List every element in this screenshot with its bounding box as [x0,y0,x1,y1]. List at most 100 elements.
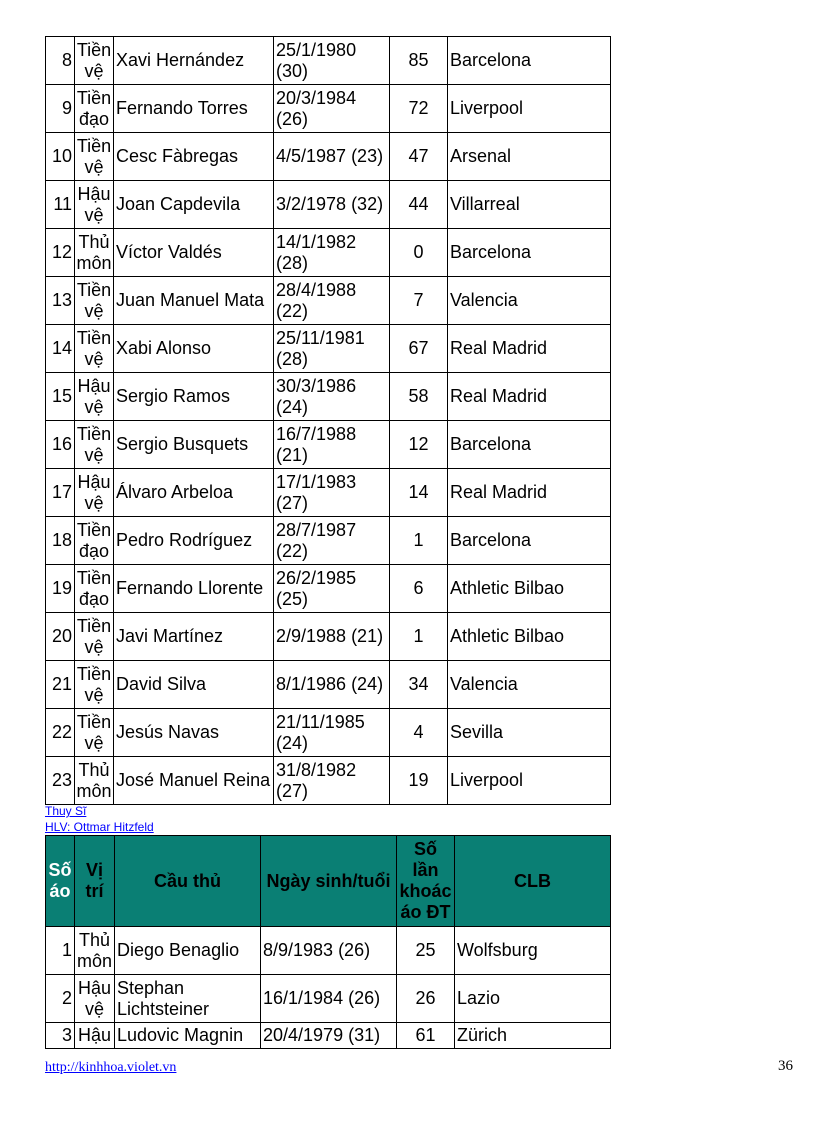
caps-cell: 44 [389,180,448,229]
player-name-cell: Stephan Lichtsteiner [114,974,261,1023]
caps-cell: 85 [389,36,448,85]
table-row: 12 Thủ môn Víctor Valdés 14/1/1982 (28) 0 Bar… [45,228,611,277]
player-name-cell: Víctor Valdés [113,228,274,277]
position-cell: Tiền vệ [74,612,114,661]
club-cell: Lazio [454,974,611,1023]
position-cell: Hậu vệ [74,180,114,229]
club-cell: Wolfsburg [454,926,611,975]
birth-date-cell: 30/3/1986 (24) [273,372,390,421]
caps-cell: 25 [396,926,455,975]
shirt-number-cell: 14 [45,324,75,373]
club-cell: Valencia [447,276,611,325]
table-row: 17 Hậu vệ Álvaro Arbeloa 17/1/1983 (27) 14 Re… [45,468,611,517]
caps-cell: 34 [389,660,448,709]
caps-cell: 58 [389,372,448,421]
table-row: 23 Thủ môn José Manuel Reina 31/8/1982 (27)… [45,756,611,805]
birth-date-cell: 28/4/1988 (22) [273,276,390,325]
club-cell: Arsenal [447,132,611,181]
player-name-cell: David Silva [113,660,274,709]
caps-cell: 0 [389,228,448,277]
caps-cell: 67 [389,324,448,373]
club-cell: Villarreal [447,180,611,229]
player-name-cell: Javi Martínez [113,612,274,661]
position-cell: Tiền đạo [74,564,114,613]
team-link-switzerland[interactable]: Thuy Sĩ [45,804,87,818]
position-cell: Hậu [74,1022,115,1049]
position-cell: Tiền vệ [74,708,114,757]
shirt-number-cell: 16 [45,420,75,469]
position-cell: Hậu vệ [74,372,114,421]
table-row: 22 Tiền vệ Jesús Navas 21/11/1985 (24) 4 Sevi… [45,708,611,757]
player-name-cell: Joan Capdevila [113,180,274,229]
table-row: 9 Tiền đạo Fernando Torres 20/3/1984 (26) 72… [45,84,611,133]
shirt-number-cell: 23 [45,756,75,805]
club-cell: Real Madrid [447,468,611,517]
club-cell: Real Madrid [447,324,611,373]
shirt-number-cell: 3 [45,1022,75,1049]
club-cell: Liverpool [447,756,611,805]
coach-link[interactable]: HLV: Ottmar Hitzfeld [45,820,154,834]
club-cell: Sevilla [447,708,611,757]
position-cell: Hậu vệ [74,974,115,1023]
position-cell: Thủ môn [74,756,114,805]
caps-cell: 72 [389,84,448,133]
header-number: Số áo [45,835,75,927]
birth-date-cell: 4/5/1987 (23) [273,132,390,181]
header-position: Vị trí [74,835,115,927]
player-name-cell: Jesús Navas [113,708,274,757]
caps-cell: 47 [389,132,448,181]
caps-cell: 7 [389,276,448,325]
player-name-cell: Xavi Hernández [113,36,274,85]
club-cell: Athletic Bilbao [447,564,611,613]
shirt-number-cell: 20 [45,612,75,661]
player-name-cell: Fernando Llorente [113,564,274,613]
player-name-cell: José Manuel Reina [113,756,274,805]
birth-date-cell: 8/1/1986 (24) [273,660,390,709]
table-row: 11 Hậu vệ Joan Capdevila 3/2/1978 (32) 44 Vil… [45,180,611,229]
table-row: 15 Hậu vệ Sergio Ramos 30/3/1986 (24) 58 Real… [45,372,611,421]
shirt-number-cell: 17 [45,468,75,517]
table-row: 18 Tiền đạo Pedro Rodríguez 28/7/1987 (22) 1… [45,516,611,565]
player-name-cell: Sergio Busquets [113,420,274,469]
birth-date-cell: 20/3/1984 (26) [273,84,390,133]
shirt-number-cell: 19 [45,564,75,613]
player-name-cell: Ludovic Magnin [114,1022,261,1049]
caps-cell: 14 [389,468,448,517]
birth-date-cell: 2/9/1988 (21) [273,612,390,661]
shirt-number-cell: 1 [45,926,75,975]
birth-date-cell: 16/1/1984 (26) [260,974,397,1023]
player-name-cell: Xabi Alonso [113,324,274,373]
birth-date-cell: 31/8/1982 (27) [273,756,390,805]
caps-cell: 26 [396,974,455,1023]
birth-date-cell: 14/1/1982 (28) [273,228,390,277]
birth-date-cell: 28/7/1987 (22) [273,516,390,565]
table-row: 3 Hậu Ludovic Magnin 20/4/1979 (31) 61 Zürich [45,1022,611,1049]
player-name-cell: Cesc Fàbregas [113,132,274,181]
birth-date-cell: 16/7/1988 (21) [273,420,390,469]
player-name-cell: Juan Manuel Mata [113,276,274,325]
club-cell: Valencia [447,660,611,709]
position-cell: Tiền vệ [74,324,114,373]
birth-date-cell: 26/2/1985 (25) [273,564,390,613]
birth-date-cell: 25/1/1980 (30) [273,36,390,85]
club-cell: Athletic Bilbao [447,612,611,661]
club-cell: Liverpool [447,84,611,133]
club-cell: Barcelona [447,516,611,565]
player-name-cell: Fernando Torres [113,84,274,133]
shirt-number-cell: 22 [45,708,75,757]
footer-url-link[interactable]: http://kinhhoa.violet.vn [45,1060,177,1075]
spain-squad-table: 8 Tiền vệ Xavi Hernández 25/1/1980 (30) 85 Ba… [45,36,611,805]
table-row: 10 Tiền vệ Cesc Fàbregas 4/5/1987 (23) 47 Ars… [45,132,611,181]
player-name-cell: Diego Benaglio [114,926,261,975]
table-row: 14 Tiền vệ Xabi Alonso 25/11/1981 (28) 67 Rea… [45,324,611,373]
shirt-number-cell: 9 [45,84,75,133]
header-birthdate: Ngày sinh/tuổi [260,835,397,927]
position-cell: Tiền đạo [74,516,114,565]
caps-cell: 4 [389,708,448,757]
header-club: CLB [454,835,611,927]
position-cell: Tiền vệ [74,132,114,181]
position-cell: Tiền vệ [74,660,114,709]
position-cell: Hậu vệ [74,468,114,517]
shirt-number-cell: 10 [45,132,75,181]
shirt-number-cell: 18 [45,516,75,565]
